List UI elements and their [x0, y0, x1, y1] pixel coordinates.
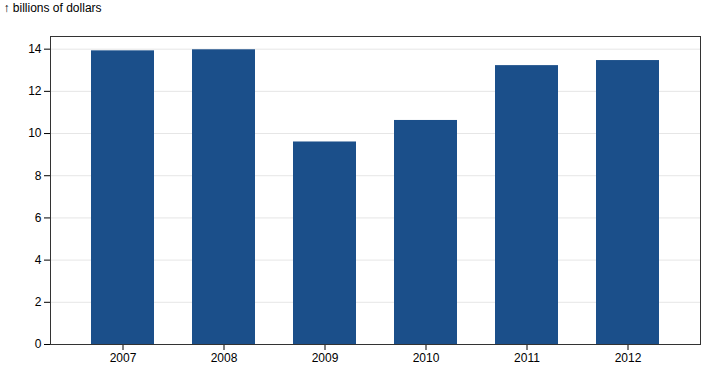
- svg-text:10: 10: [28, 126, 42, 140]
- svg-text:2010: 2010: [413, 351, 440, 365]
- svg-text:2011: 2011: [514, 351, 540, 365]
- svg-text:12: 12: [28, 84, 42, 98]
- svg-text:4: 4: [35, 253, 42, 267]
- svg-text:8: 8: [35, 169, 42, 183]
- svg-text:0: 0: [35, 337, 42, 351]
- svg-text:2009: 2009: [312, 351, 339, 365]
- svg-text:2012: 2012: [615, 351, 642, 365]
- svg-text:2008: 2008: [211, 351, 238, 365]
- svg-text:14: 14: [28, 42, 42, 56]
- svg-text:2: 2: [35, 295, 42, 309]
- svg-text:2007: 2007: [110, 351, 137, 365]
- svg-text:↑ billions of dollars: ↑ billions of dollars: [4, 1, 102, 15]
- svg-text:6: 6: [35, 211, 42, 225]
